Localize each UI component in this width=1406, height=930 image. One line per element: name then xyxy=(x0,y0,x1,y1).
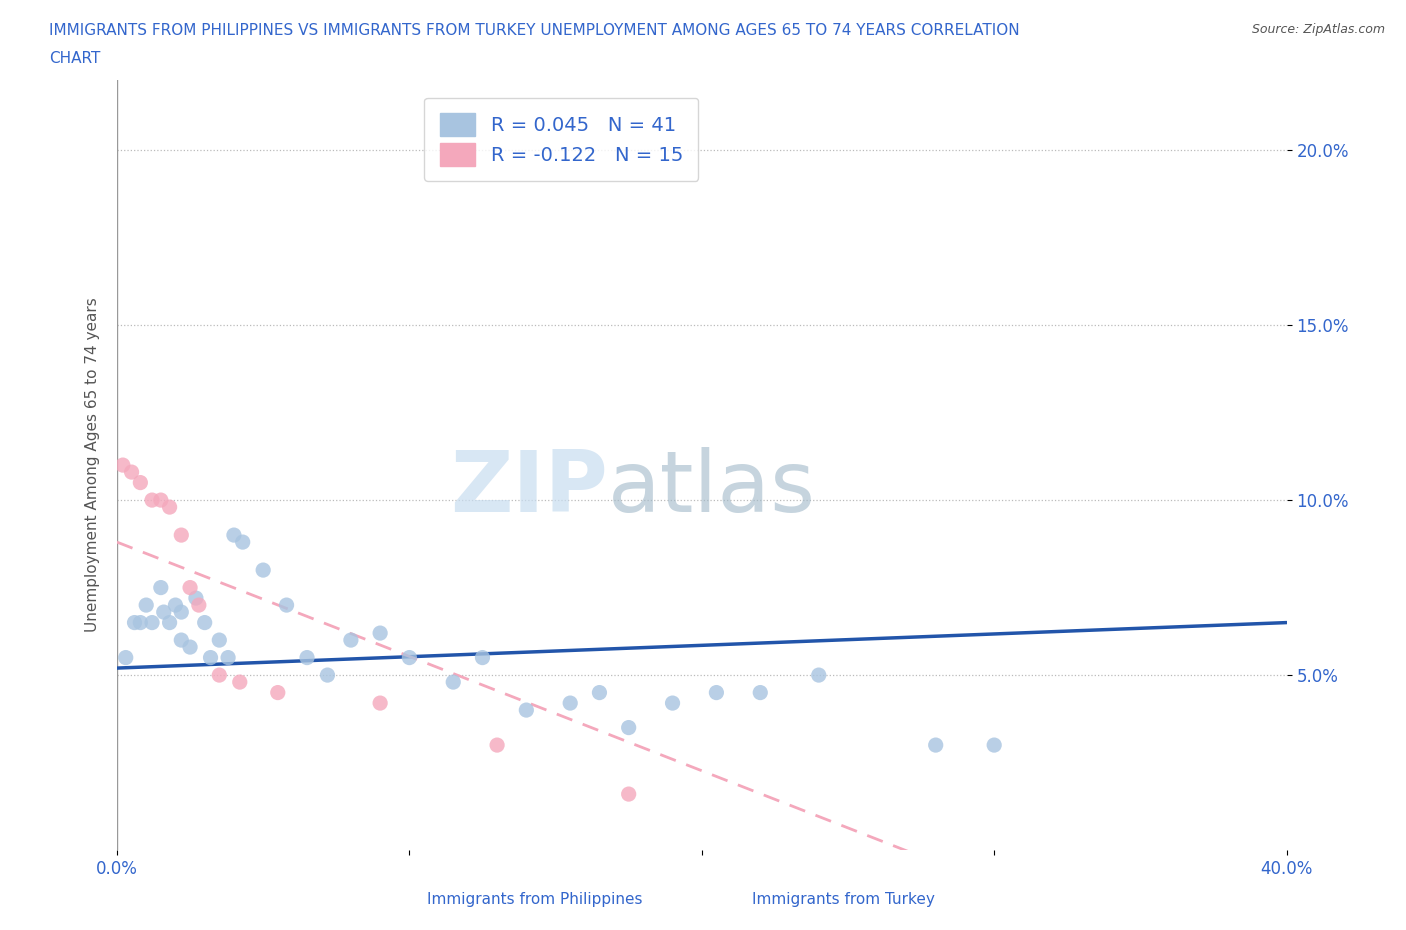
Point xyxy=(187,598,209,613)
Point xyxy=(170,527,193,542)
Point xyxy=(807,668,830,683)
Point xyxy=(200,650,222,665)
Text: atlas: atlas xyxy=(609,446,817,530)
Point xyxy=(267,685,290,700)
Point xyxy=(295,650,318,665)
Point xyxy=(184,591,207,605)
Text: IMMIGRANTS FROM PHILIPPINES VS IMMIGRANTS FROM TURKEY UNEMPLOYMENT AMONG AGES 65: IMMIGRANTS FROM PHILIPPINES VS IMMIGRANT… xyxy=(49,23,1019,38)
Point xyxy=(170,604,193,619)
Point xyxy=(129,615,152,630)
Point xyxy=(398,650,420,665)
Text: CHART: CHART xyxy=(49,51,101,66)
Point xyxy=(222,527,245,542)
Point xyxy=(486,737,509,752)
Point xyxy=(925,737,948,752)
Point xyxy=(560,696,582,711)
Point xyxy=(149,580,172,595)
Point xyxy=(515,703,537,718)
Point xyxy=(617,787,640,802)
Point xyxy=(179,580,201,595)
Point xyxy=(129,475,152,490)
Point xyxy=(229,674,252,689)
Point xyxy=(617,720,640,735)
Point xyxy=(135,598,157,613)
Point xyxy=(194,615,217,630)
Point xyxy=(217,650,239,665)
Point xyxy=(661,696,683,711)
Point xyxy=(170,632,193,647)
Point xyxy=(232,535,254,550)
Point xyxy=(152,604,174,619)
Point xyxy=(111,458,134,472)
Point xyxy=(316,668,339,683)
Point xyxy=(252,563,274,578)
Point xyxy=(141,615,163,630)
Point xyxy=(121,465,143,480)
Point xyxy=(588,685,610,700)
Point xyxy=(179,640,201,655)
Text: Immigrants from Philippines: Immigrants from Philippines xyxy=(426,892,643,907)
Point xyxy=(165,598,187,613)
Y-axis label: Unemployment Among Ages 65 to 74 years: Unemployment Among Ages 65 to 74 years xyxy=(86,298,100,632)
Point xyxy=(983,737,1005,752)
Point xyxy=(124,615,146,630)
Point xyxy=(159,615,181,630)
Point xyxy=(706,685,728,700)
Point xyxy=(368,626,391,641)
Point xyxy=(149,493,172,508)
Point xyxy=(276,598,298,613)
Text: Source: ZipAtlas.com: Source: ZipAtlas.com xyxy=(1251,23,1385,36)
Point xyxy=(368,696,391,711)
Point xyxy=(340,632,363,647)
Text: Immigrants from Turkey: Immigrants from Turkey xyxy=(752,892,935,907)
Text: ZIP: ZIP xyxy=(450,446,609,530)
Point xyxy=(749,685,772,700)
Point xyxy=(471,650,494,665)
Point xyxy=(208,632,231,647)
Point xyxy=(208,668,231,683)
Point xyxy=(441,674,464,689)
Point xyxy=(114,650,136,665)
Point xyxy=(141,493,163,508)
Point xyxy=(159,499,181,514)
Legend: R = 0.045   N = 41, R = -0.122   N = 15: R = 0.045 N = 41, R = -0.122 N = 15 xyxy=(425,98,699,181)
